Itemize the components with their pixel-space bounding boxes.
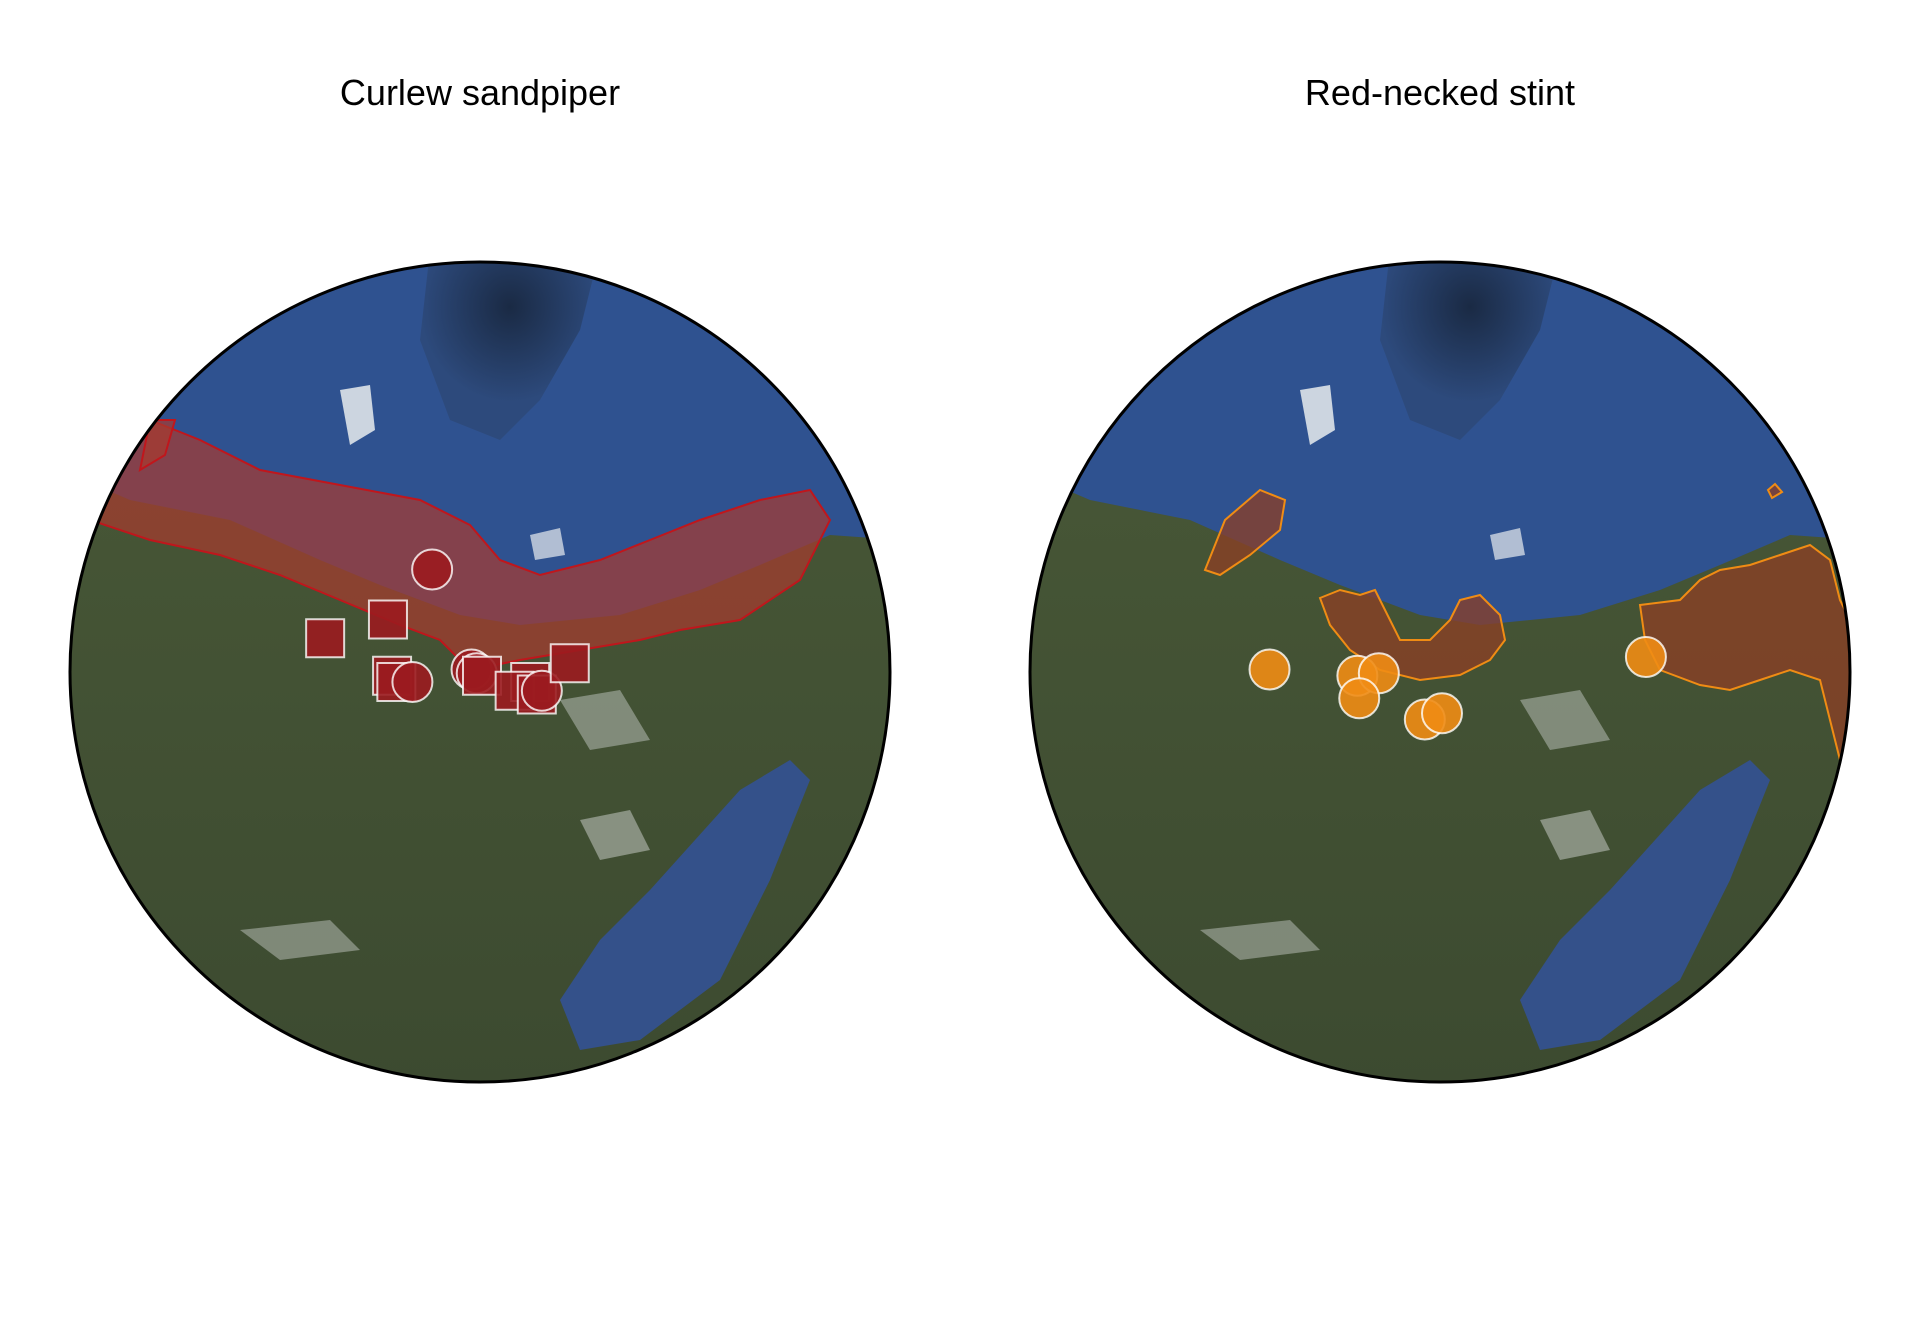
cloud-patch (1520, 690, 1610, 750)
sample-circle-marker (391, 661, 434, 703)
ice-patch (1490, 528, 1525, 560)
sample-circle-marker (411, 548, 454, 591)
ice-patch (530, 528, 565, 560)
cloud-patch (240, 920, 360, 960)
map-red-necked-stint (1028, 260, 1852, 1084)
sample-markers (1248, 636, 1667, 741)
sample-circle-marker (1248, 648, 1291, 691)
sample-circle-marker (1624, 636, 1667, 678)
deep-basin (1380, 262, 1560, 440)
sample-circle-marker (1421, 692, 1463, 735)
panel-red-necked-stint: Red-necked stint (960, 0, 1920, 1344)
cloud-patch (580, 810, 650, 860)
sample-square-marker (305, 618, 346, 659)
sea-of-okhotsk (1520, 760, 1770, 1050)
ice-patch (340, 385, 375, 445)
cloud-patch (1540, 810, 1610, 860)
breeding-range (1766, 482, 1784, 500)
basemap (1030, 262, 1850, 1082)
breeding-range (70, 418, 832, 672)
sample-circle-marker (1338, 677, 1381, 720)
sample-markers (305, 548, 590, 715)
map-frame (1028, 260, 1852, 1084)
deep-basin (420, 262, 600, 440)
map-frame (68, 260, 892, 1084)
panel-title: Curlew sandpiper (339, 72, 621, 113)
map-curlew-sandpiper (68, 260, 892, 1084)
sample-square-marker (549, 643, 590, 684)
sea-of-okhotsk (560, 760, 810, 1050)
ice-patch (1300, 385, 1335, 445)
breeding-range (1203, 488, 1287, 577)
panel-title: Red-necked stint (1304, 72, 1576, 113)
breeding-range (1638, 543, 1850, 761)
panel-curlew-sandpiper: Curlew sandpiper (68, 72, 892, 1084)
sample-square-marker (367, 599, 408, 640)
cloud-patch (1200, 920, 1320, 960)
cloud-patch (560, 690, 650, 750)
